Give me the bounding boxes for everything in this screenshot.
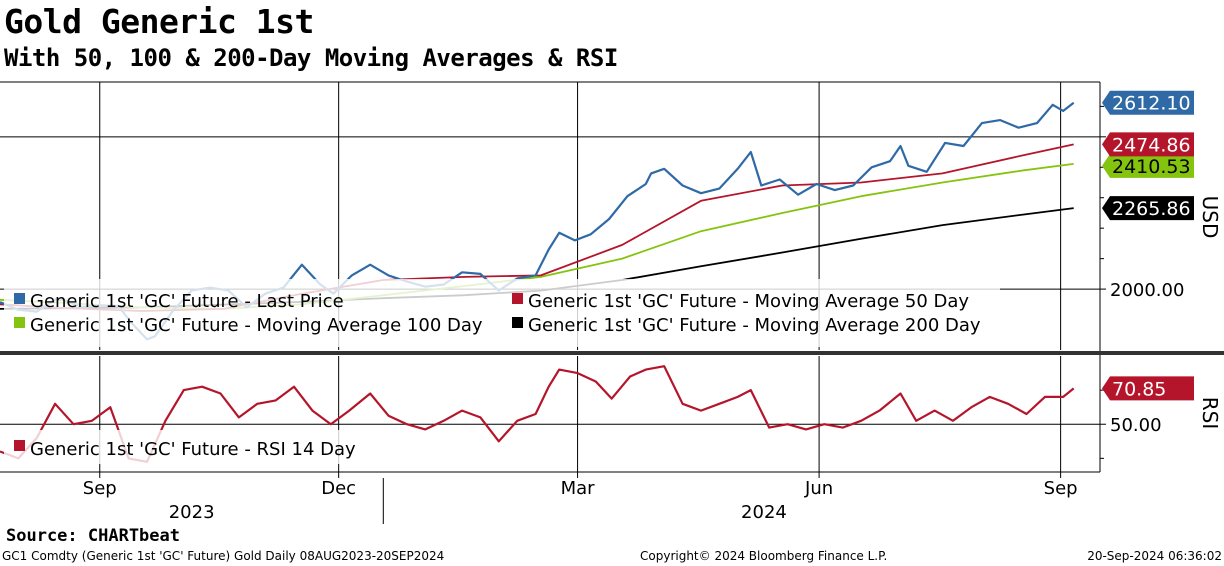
- x-tick-label: Sep: [83, 478, 117, 499]
- series-line-rsi: [0, 365, 1075, 463]
- tag-price-bg: [1102, 90, 1194, 115]
- y-axis-title: USD: [1198, 196, 1222, 239]
- tag-price: 2612.10: [1112, 93, 1191, 115]
- legend-label-price: Generic 1st 'GC' Future - Last Price: [30, 291, 344, 312]
- panel-divider: [0, 351, 1224, 355]
- tag-ma100-bg: [1102, 153, 1194, 178]
- y-tick-label: 2000.00: [1110, 280, 1184, 301]
- x-tick-label: Jun: [804, 478, 833, 499]
- tag-ma200-bg: [1102, 196, 1194, 221]
- legend-swatch-ma200: [512, 317, 523, 328]
- legend-label-ma100: Generic 1st 'GC' Future - Moving Average…: [30, 315, 483, 336]
- tag-ma100: 2410.53: [1112, 156, 1191, 178]
- tag-ma50-bg: [1102, 132, 1194, 157]
- legend-swatch-price: [14, 293, 25, 304]
- tag-ma200: 2265.86: [1112, 198, 1191, 220]
- source-note: Source: CHARTbeat: [6, 526, 180, 546]
- footer-copyright: Copyright© 2024 Bloomberg Finance L.P.: [640, 549, 888, 563]
- legend-swatch-ma50: [512, 293, 523, 304]
- chart-subtitle: With 50, 100 & 200-Day Moving Averages &…: [4, 44, 618, 72]
- legend-box-rsi: [4, 430, 370, 464]
- footer-timestamp: 20-Sep-2024 06:36:02: [1087, 549, 1222, 563]
- rsi-axis-title: RSI: [1198, 397, 1222, 430]
- legend-swatch-rsi: [14, 440, 25, 451]
- chart-title: Gold Generic 1st: [4, 2, 314, 41]
- legend-box-price: [4, 279, 1000, 347]
- x-tick-label: Mar: [561, 478, 596, 499]
- tag-rsi: 70.85: [1112, 378, 1166, 400]
- legend-label-ma50: Generic 1st 'GC' Future - Moving Average…: [528, 291, 969, 312]
- tag-ma50: 2474.86: [1112, 134, 1191, 156]
- rsi-y-tick-label: 50.00: [1110, 415, 1162, 436]
- x-tick-label: Sep: [1044, 478, 1078, 499]
- year-label: 2023: [169, 502, 215, 523]
- year-label: 2024: [741, 502, 787, 523]
- tag-rsi-bg: [1102, 376, 1194, 401]
- footer-ticker-info: GC1 Comdty (Generic 1st 'GC' Future) Gol…: [2, 549, 445, 563]
- legend-label-ma200: Generic 1st 'GC' Future - Moving Average…: [528, 315, 981, 336]
- x-tick-label: Dec: [321, 478, 356, 499]
- legend-swatch-ma100: [14, 317, 25, 328]
- legend-label-rsi: Generic 1st 'GC' Future - RSI 14 Day: [30, 439, 356, 460]
